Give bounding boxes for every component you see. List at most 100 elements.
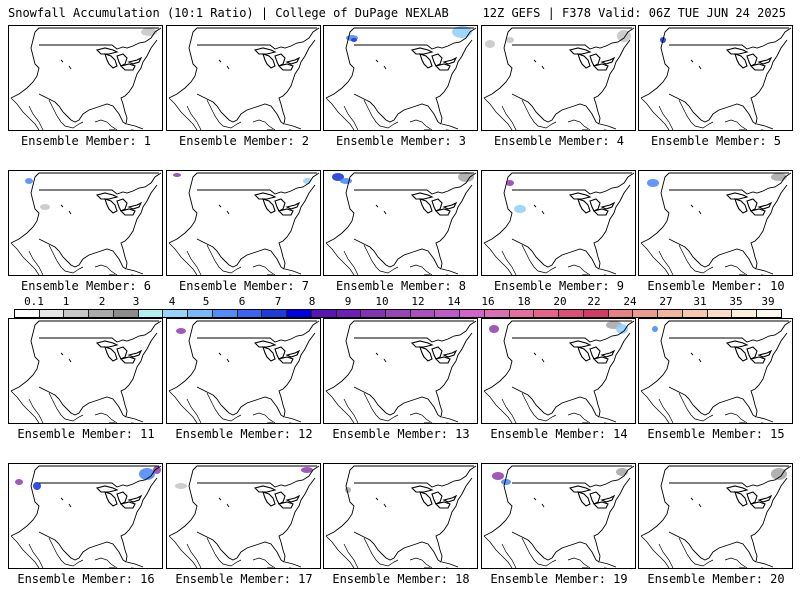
ensemble-member-label: Ensemble Member: 20 [647,572,785,586]
ensemble-member-label: Ensemble Member: 6 [20,279,152,293]
colorbar-tick-label: 39 [761,295,775,308]
basemap-usa [483,27,635,130]
ensemble-member-label: Ensemble Member: 2 [178,134,310,148]
colorbar-segment [410,310,436,317]
colorbar-tick-label: 3 [132,295,140,308]
snowfall-area [175,483,187,489]
ensemble-member-map [8,463,163,569]
ensemble-member-label: Ensemble Member: 5 [650,134,782,148]
ensemble-member-label: Ensemble Member: 7 [178,279,310,293]
colorbar-segment [15,310,40,317]
colorbar-segment [336,310,362,317]
ensemble-member-label: Ensemble Member: 3 [335,134,467,148]
colorbar-segment [484,310,510,317]
ensemble-member-map [323,170,478,276]
ensemble-member-label: Ensemble Member: 15 [647,427,785,441]
colorbar-tick-label: 5 [202,295,210,308]
basemap-usa [168,27,320,130]
basemap-usa [168,465,320,568]
map-title: Snowfall Accumulation (10:1 Ratio) | Col… [8,6,449,20]
basemap-usa [325,26,477,130]
snowfall-area [452,26,472,38]
colorbar-tick-labels: 0.1 1 2 3 4 5 6 7 8 9 10 12 14 16 18 20 22 24 27 31 35 39 [14,296,782,308]
colorbar-segment [682,310,708,317]
snowfall-area [33,482,41,490]
snowfall-area [345,487,351,493]
colorbar-segment [757,310,781,317]
snowfall-area [506,37,514,43]
colorbar-tick-label: 2 [98,295,106,308]
colorbar-segment [64,310,90,317]
basemap-usa [325,172,477,275]
snowfall-area [332,173,344,181]
ensemble-member-map [8,25,163,131]
ensemble-member-map [481,25,636,131]
snowfall-area [492,472,504,480]
basemap-usa [640,172,792,275]
snowfall-area [485,40,495,48]
snowfall-colorbar [14,309,782,318]
snowfall-area [514,205,526,213]
basemap-usa [483,172,635,275]
ensemble-member-map [481,463,636,569]
snowfall-area [153,466,161,474]
colorbar-segment [262,310,288,317]
ensemble-member-label: Ensemble Member: 17 [175,572,313,586]
ensemble-member-map [166,170,321,276]
colorbar-segment [732,310,758,317]
colorbar-segment [212,310,238,317]
basemap-usa [10,320,162,423]
colorbar-tick-label: 4 [168,295,176,308]
basemap-usa [10,465,162,568]
ensemble-member-label: Ensemble Member: 8 [335,279,467,293]
colorbar-segment [534,310,560,317]
colorbar-segment [311,310,337,317]
snowfall-area [458,172,474,182]
snowfall-area [139,468,155,480]
snowfall-area [616,324,628,334]
ensemble-member-label: Ensemble Member: 13 [332,427,470,441]
valid-time-label: 12Z GEFS | F378 Valid: 06Z TUE JUN 24 20… [482,6,786,20]
colorbar-segment [39,310,65,317]
colorbar-tick-label: 12 [411,295,425,308]
ensemble-member-map [166,463,321,569]
colorbar-segment [509,310,535,317]
basemap-usa [325,320,477,423]
colorbar-segment [89,310,114,317]
ensemble-member-map [323,318,478,424]
ensemble-member-map [166,318,321,424]
ensemble-member-map [638,318,793,424]
basemap-usa [640,320,792,423]
colorbar-tick-label: 18 [517,295,531,308]
colorbar-segment [583,310,609,317]
snowfall-area [771,173,787,181]
ensemble-member-map [638,463,793,569]
snowfall-area [351,38,357,42]
colorbar-tick-label: 9 [344,295,352,308]
colorbar-tick-label: 16 [481,295,495,308]
colorbar-segment [435,310,461,317]
snowfall-area [141,28,157,36]
colorbar-tick-label: 8 [308,295,316,308]
basemap-usa [168,320,320,423]
colorbar-tick-label: 6 [238,295,246,308]
snowfall-area [15,479,23,485]
basemap-usa [640,27,792,130]
snowfall-area [652,326,658,332]
colorbar-segment [658,310,683,317]
ensemble-member-label: Ensemble Member: 12 [175,427,313,441]
snowfall-area [40,204,50,210]
snowfall-area [301,467,313,473]
ensemble-member-map [323,25,478,131]
ensemble-member-label: Ensemble Member: 9 [493,279,625,293]
ensemble-member-map [481,318,636,424]
colorbar-tick-label: 0.1 [24,295,44,308]
ensemble-member-label: Ensemble Member: 14 [490,427,628,441]
ensemble-member-map [638,25,793,131]
ensemble-member-label: Ensemble Member: 11 [17,427,155,441]
snowfall-area [173,173,181,177]
ensemble-member-label: Ensemble Member: 10 [647,279,785,293]
colorbar-tick-label: 35 [729,295,743,308]
colorbar-segment [707,310,733,317]
colorbar-segment [460,310,485,317]
